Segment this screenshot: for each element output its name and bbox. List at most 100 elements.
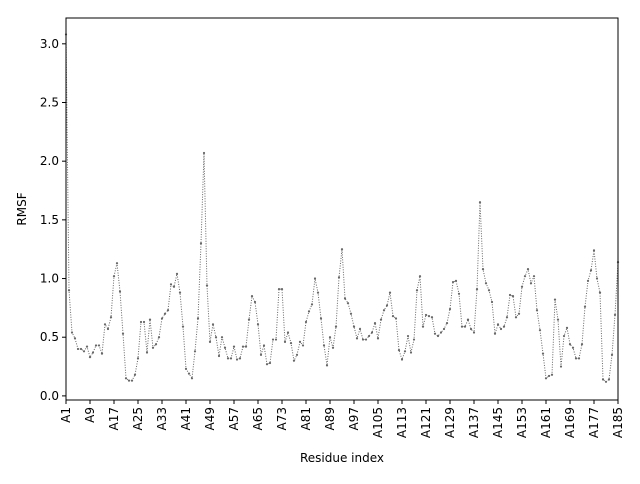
x-axis: A1 A9 A17 A25 A33 A41 A49 A57 A65 A73 A81 A89 A97 A10… [59,400,625,438]
data-point-92 [337,276,341,279]
data-point-115 [406,334,410,338]
x-tick-label: A41 [179,407,193,430]
data-point-42 [187,372,191,375]
data-point-167 [562,334,566,338]
data-point-65 [256,323,260,326]
data-point-142 [487,289,491,292]
x-tick-label: A1 [59,407,73,423]
data-point-4 [73,337,77,340]
data-point-9 [88,356,92,359]
data-point-158 [535,309,539,312]
data-point-15 [106,327,110,331]
data-point-46 [199,242,203,245]
data-point-102 [367,334,371,338]
data-point-52 [217,354,221,358]
data-point-125 [436,334,440,338]
y-tick-label: 0.0 [40,389,59,403]
data-point-129 [448,307,452,311]
data-point-184 [613,313,617,317]
x-tick-label: A25 [131,407,145,430]
data-point-128 [445,322,449,325]
y-tick-label: 1.0 [40,272,59,286]
data-point-2 [67,289,71,292]
data-point-76 [289,341,293,345]
data-point-137 [472,331,476,334]
data-point-112 [397,349,401,352]
data-point-177 [592,249,596,252]
data-point-180 [601,378,605,381]
data-point-94 [343,297,347,300]
data-point-179 [598,291,602,294]
data-point-93 [340,248,344,251]
data-point-84 [313,277,317,280]
data-point-78 [295,353,299,356]
y-tick-label: 3.0 [40,37,59,51]
x-tick-label: A49 [203,407,217,430]
data-point-83 [310,303,314,306]
data-point-154 [523,275,527,278]
data-point-169 [568,343,572,346]
data-point-99 [358,327,362,331]
data-point-135 [466,318,470,321]
y-tick-label: 0.5 [40,330,59,344]
data-point-182 [607,378,611,381]
x-axis-label: Residue index [300,451,384,465]
x-tick-label: A81 [299,407,313,430]
data-point-8 [85,345,89,348]
data-point-6 [79,347,83,351]
data-point-12 [97,344,101,347]
data-point-152 [517,312,521,315]
data-point-67 [262,344,266,347]
data-point-101 [364,338,368,341]
data-point-146 [499,327,503,331]
x-tick-label: A105 [371,407,385,438]
data-point-160 [541,352,545,355]
axes-frame [65,17,619,401]
x-tick-label: A161 [539,407,553,438]
data-point-24 [133,373,137,376]
data-point-54 [223,346,227,349]
data-point-34 [163,312,167,315]
x-tick-label: A169 [563,407,577,438]
data-point-144 [493,332,497,335]
data-point-109 [388,291,392,294]
y-axis-label: RMSF [15,192,29,225]
data-point-117 [412,338,416,341]
data-point-131 [454,279,458,282]
data-point-104 [373,322,377,325]
data-point-85 [316,291,320,294]
x-tick-label: A33 [155,407,169,430]
data-point-100 [361,338,365,341]
data-point-174 [583,305,587,308]
data-point-21 [124,377,128,380]
data-point-148 [505,316,509,319]
data-point-141 [484,282,488,285]
data-point-62 [247,318,251,321]
data-point-87 [322,344,326,347]
data-point-166 [559,365,563,368]
data-point-63 [250,295,254,298]
data-point-69 [268,361,272,365]
data-point-13 [100,352,104,355]
data-point-111 [394,317,398,320]
x-tick-label: A129 [443,407,457,438]
data-point-178 [595,277,599,280]
data-point-61 [244,345,248,348]
data-point-56 [229,357,233,360]
x-tick-label: A121 [419,407,433,438]
rmsf-series-line [65,34,619,383]
data-point-136 [469,327,473,331]
data-point-124 [433,332,437,335]
data-point-106 [379,318,383,321]
data-point-91 [334,325,338,328]
data-point-118 [415,289,419,292]
data-point-32 [157,336,161,339]
data-point-90 [331,346,335,349]
x-tick-label: A113 [395,407,409,438]
data-point-71 [274,338,278,341]
data-point-48 [205,284,209,287]
data-point-23 [130,379,134,382]
data-point-181 [604,380,608,383]
data-point-123 [430,316,434,319]
data-point-162 [547,374,551,378]
